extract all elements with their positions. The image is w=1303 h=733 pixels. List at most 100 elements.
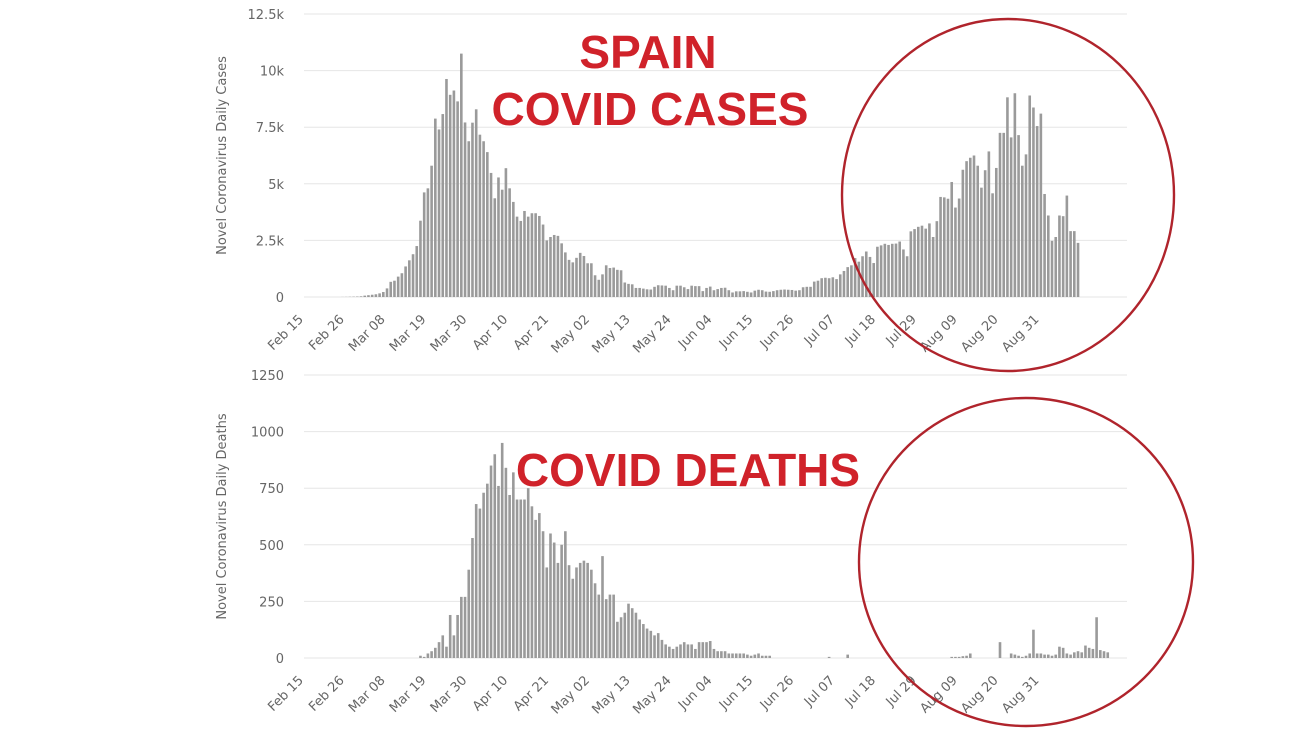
- bar: [983, 170, 987, 297]
- bar: [564, 531, 567, 658]
- bar: [608, 268, 612, 297]
- bar: [1095, 617, 1098, 658]
- bar: [504, 168, 508, 297]
- bar: [526, 216, 530, 297]
- bar: [612, 594, 615, 658]
- bar: [1047, 654, 1050, 658]
- x-tick-label: Jun 15: [716, 673, 756, 713]
- bar: [411, 254, 415, 297]
- bar: [1021, 165, 1024, 297]
- bar: [835, 279, 838, 297]
- bar: [619, 270, 623, 297]
- bar: [489, 465, 493, 658]
- bar: [630, 608, 634, 658]
- bar: [705, 287, 708, 297]
- bar: [805, 286, 809, 297]
- bar: [1076, 651, 1080, 658]
- bar: [1006, 97, 1009, 297]
- bar: [493, 454, 497, 658]
- bar: [367, 295, 370, 297]
- bar: [716, 289, 719, 297]
- bar: [857, 261, 861, 297]
- bar: [660, 285, 664, 297]
- bar: [809, 286, 812, 297]
- bar: [686, 289, 690, 297]
- bar: [597, 594, 601, 658]
- bar: [452, 635, 456, 658]
- y-tick-label: 12.5k: [248, 8, 285, 23]
- bar: [430, 651, 433, 658]
- bar: [649, 630, 653, 658]
- bar: [642, 288, 645, 297]
- bar: [400, 273, 404, 297]
- bar: [512, 472, 515, 658]
- x-tick-label: May 13: [590, 673, 634, 717]
- bar: [534, 519, 537, 658]
- x-tick-label: Mar 08: [346, 312, 389, 355]
- y-tick-label: 500: [259, 539, 284, 554]
- x-tick-label: Aug 31: [999, 312, 1042, 355]
- bar: [946, 198, 950, 297]
- bar: [679, 644, 682, 658]
- bar: [1069, 231, 1072, 297]
- bar: [649, 289, 653, 297]
- bar: [634, 612, 638, 658]
- bar: [742, 291, 745, 297]
- bar: [913, 229, 916, 297]
- bar: [497, 485, 500, 658]
- bar: [727, 653, 731, 658]
- bar: [422, 192, 426, 297]
- bar: [567, 565, 571, 658]
- bar: [731, 292, 734, 297]
- bar: [486, 483, 489, 658]
- bar: [928, 223, 931, 297]
- bar: [519, 499, 523, 658]
- bar: [1013, 654, 1017, 658]
- x-tick-label: May 24: [630, 673, 674, 717]
- bar: [764, 291, 768, 297]
- bar: [396, 276, 400, 297]
- y-tick-label: 1000: [251, 426, 284, 441]
- bar: [634, 287, 638, 297]
- bar: [842, 270, 846, 297]
- y-tick-label: 0: [276, 652, 284, 667]
- bar: [445, 646, 448, 658]
- bar: [850, 265, 853, 297]
- bar: [887, 244, 890, 297]
- bar: [690, 644, 693, 658]
- x-tick-label: Aug 20: [958, 673, 1001, 716]
- bar: [441, 114, 445, 297]
- x-tick-label: Apr 21: [511, 673, 552, 714]
- bar: [957, 656, 961, 658]
- bar: [586, 263, 589, 297]
- bar: [816, 280, 820, 297]
- bar: [1069, 654, 1072, 658]
- bar: [783, 289, 786, 297]
- y-tick-label: 750: [259, 482, 284, 497]
- bar: [838, 274, 842, 297]
- bar: [545, 567, 549, 658]
- bar: [523, 499, 526, 658]
- bar: [538, 215, 541, 297]
- bar: [697, 642, 701, 658]
- bar: [757, 289, 760, 297]
- bar: [671, 290, 675, 297]
- bar: [753, 290, 757, 297]
- bar: [772, 291, 775, 297]
- bar: [894, 243, 898, 297]
- y-tick-label: 0: [276, 291, 284, 306]
- bar: [448, 94, 452, 297]
- bar: [727, 290, 731, 297]
- bar: [656, 633, 660, 658]
- bar: [538, 513, 541, 658]
- cases-title-line2: COVID CASES: [492, 83, 809, 135]
- bar: [530, 506, 534, 658]
- bar: [382, 292, 385, 297]
- bar: [968, 653, 972, 658]
- bar: [523, 210, 526, 297]
- bar: [1002, 132, 1006, 297]
- deaths-title: COVID DEATHS: [516, 444, 860, 496]
- bar: [426, 188, 430, 297]
- bar: [616, 621, 619, 658]
- bar: [723, 651, 727, 658]
